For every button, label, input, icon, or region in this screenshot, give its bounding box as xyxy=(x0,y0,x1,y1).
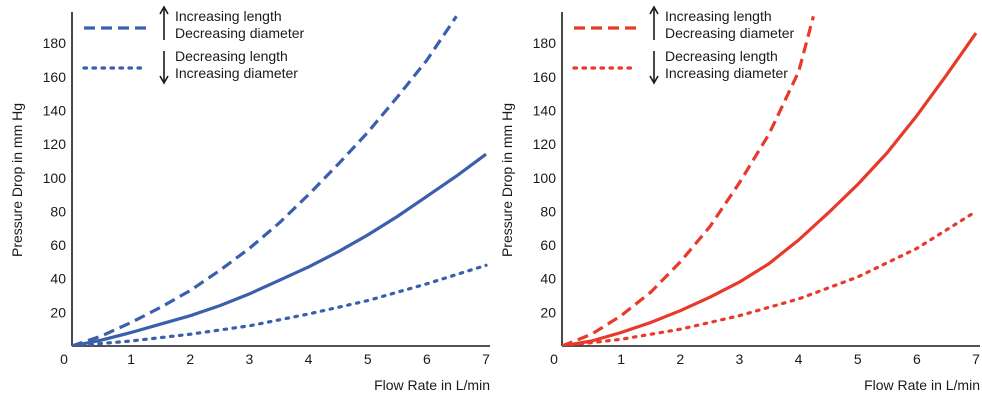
chart-right: 0 1 2 3 4 5 6 7 20 40 60 80 100 120 140 160 180 Flow Rate… xyxy=(499,5,980,393)
series-line-dotted xyxy=(72,263,488,346)
y-tick-label: 160 xyxy=(533,69,557,85)
legend-label: Increasing diameter xyxy=(665,65,788,81)
legend-label: Decreasing length xyxy=(175,48,288,64)
y-axis-label: Pressure Drop in mm Hg xyxy=(9,103,25,257)
y-tick-label: 120 xyxy=(43,136,67,152)
arrow-up-icon xyxy=(649,5,659,40)
x-tick-label: 0 xyxy=(60,351,68,367)
y-tick-label: 80 xyxy=(540,203,556,219)
legend-label: Increasing length xyxy=(175,8,282,24)
arrow-down-icon xyxy=(649,51,659,85)
series-line-dashed xyxy=(72,15,458,346)
x-tick-label: 4 xyxy=(795,351,803,367)
y-tick-label: 160 xyxy=(43,69,67,85)
x-tick-label: 3 xyxy=(246,351,254,367)
x-tick-label: 5 xyxy=(854,351,862,367)
y-tick-label: 40 xyxy=(540,271,556,287)
x-tick-label: 7 xyxy=(482,351,490,367)
x-tick-label: 5 xyxy=(364,351,372,367)
y-tick-label: 140 xyxy=(533,103,557,119)
y-tick-label: 180 xyxy=(43,35,67,51)
y-tick-label: 180 xyxy=(533,35,557,51)
x-tick-label: 1 xyxy=(127,351,135,367)
y-tick-label: 20 xyxy=(540,304,556,320)
y-tick-label: 40 xyxy=(50,271,66,287)
y-axis-label: Pressure Drop in mm Hg xyxy=(499,103,515,257)
x-tick-label: 4 xyxy=(305,351,313,367)
y-tick-label: 100 xyxy=(533,170,557,186)
x-tick-label: 6 xyxy=(913,351,921,367)
legend-label: Decreasing diameter xyxy=(175,25,305,41)
y-tick-label: 120 xyxy=(533,136,557,152)
series-line-solid xyxy=(562,32,978,346)
x-tick-label: 2 xyxy=(676,351,684,367)
legend-label: Decreasing length xyxy=(665,48,778,64)
legend-label: Increasing diameter xyxy=(175,65,298,81)
legend-label: Decreasing diameter xyxy=(665,25,795,41)
chart-left: 0 1 2 3 4 5 6 7 20 40 60 80 100 120 140 160 180 Flow Rate… xyxy=(9,5,490,393)
x-axis-label: Flow Rate in L/min xyxy=(374,377,490,393)
y-tick-label: 60 xyxy=(50,237,66,253)
series-line-solid xyxy=(72,152,487,346)
series-line-dotted xyxy=(562,209,978,346)
y-tick-label: 20 xyxy=(50,304,66,320)
y-tick-label: 80 xyxy=(50,203,66,219)
x-tick-label: 3 xyxy=(736,351,744,367)
y-tick-label: 60 xyxy=(540,237,556,253)
y-tick-label: 140 xyxy=(43,103,67,119)
x-axis-label: Flow Rate in L/min xyxy=(864,377,980,393)
x-tick-label: 1 xyxy=(617,351,625,367)
x-tick-label: 7 xyxy=(972,351,980,367)
arrow-up-icon xyxy=(159,5,169,40)
arrow-down-icon xyxy=(159,51,169,85)
y-tick-label: 100 xyxy=(43,170,67,186)
legend-label: Increasing length xyxy=(665,8,772,24)
x-tick-label: 6 xyxy=(423,351,431,367)
x-tick-label: 2 xyxy=(186,351,194,367)
x-tick-label: 0 xyxy=(550,351,558,367)
